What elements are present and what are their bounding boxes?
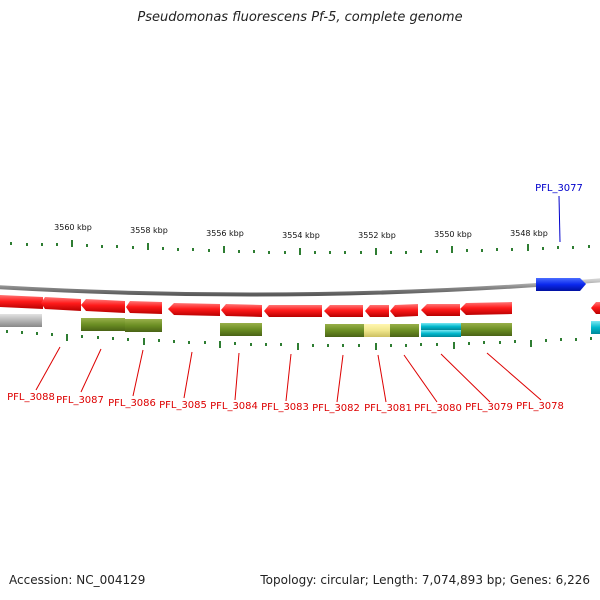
accession-text: Accession: NC_004129 bbox=[9, 573, 146, 587]
category-block-olive bbox=[81, 318, 125, 331]
reverse-gene-arrow[interactable] bbox=[460, 302, 512, 315]
kbp-label: 3550 kbp bbox=[434, 230, 472, 239]
category-block-olive bbox=[125, 319, 162, 332]
category-block-olive bbox=[220, 323, 262, 336]
forward-gene-arrow[interactable] bbox=[536, 278, 586, 291]
reverse-gene-arrow[interactable] bbox=[126, 301, 162, 314]
upper-tick-ruler bbox=[10, 240, 590, 255]
reverse-gene-arrow[interactable] bbox=[264, 305, 322, 317]
reverse-gene-arrow[interactable] bbox=[41, 297, 81, 311]
genome-backbone bbox=[0, 278, 600, 297]
reverse-gene-arrow[interactable] bbox=[365, 305, 389, 317]
gene-label[interactable]: PFL_3081 bbox=[364, 403, 412, 414]
reverse-gene-arrow[interactable] bbox=[221, 304, 262, 317]
kbp-label: 3560 kbp bbox=[54, 223, 92, 232]
reverse-gene-arrow[interactable] bbox=[421, 304, 460, 316]
category-block-olive bbox=[325, 324, 364, 337]
reverse-genes bbox=[0, 295, 600, 317]
gene-label[interactable]: PFL_3080 bbox=[414, 403, 462, 414]
category-block-cyan bbox=[591, 321, 600, 334]
gene-leader-lines bbox=[35, 346, 542, 403]
category-block-khaki bbox=[364, 324, 390, 337]
reverse-gene-arrow[interactable] bbox=[591, 302, 600, 314]
kbp-label: 3548 kbp bbox=[510, 229, 548, 238]
category-block-cyan bbox=[421, 330, 461, 337]
gene-label[interactable]: PFL_3086 bbox=[108, 398, 156, 409]
reverse-gene-arrow[interactable] bbox=[324, 305, 363, 317]
category-block-cyan bbox=[421, 323, 461, 330]
genome-summary-text: Topology: circular; Length: 7,074,893 bp… bbox=[260, 573, 590, 587]
gene-leader-line bbox=[558, 195, 561, 243]
gene-label[interactable]: PFL_3078 bbox=[516, 401, 564, 412]
gene-label[interactable]: PFL_3082 bbox=[312, 403, 360, 414]
lower-tick-ruler bbox=[6, 330, 592, 350]
reverse-gene-arrow[interactable] bbox=[390, 304, 418, 317]
gene-label[interactable]: PFL_3084 bbox=[210, 401, 258, 412]
map-title: Pseudomonas fluorescens Pf-5, complete g… bbox=[137, 10, 463, 25]
kbp-label: 3556 kbp bbox=[206, 229, 244, 238]
gene-labels: PFL_3078 PFL_3079 PFL_3080 PFL_3081 PFL_… bbox=[7, 392, 564, 414]
gene-label[interactable]: PFL_3079 bbox=[465, 402, 513, 413]
kbp-label: 3552 kbp bbox=[358, 231, 396, 240]
reverse-gene-arrow[interactable] bbox=[81, 299, 125, 313]
category-blocks bbox=[0, 314, 600, 337]
gene-label[interactable]: PFL_3087 bbox=[56, 395, 104, 406]
reverse-gene-arrow[interactable] bbox=[168, 303, 220, 316]
kbp-label: 3554 kbp bbox=[282, 231, 320, 240]
category-block-olive bbox=[461, 323, 512, 336]
gene-label[interactable]: PFL_3083 bbox=[261, 402, 309, 413]
kbp-label: 3558 kbp bbox=[130, 226, 168, 235]
gene-label[interactable]: PFL_3088 bbox=[7, 392, 55, 403]
category-block-olive bbox=[390, 324, 419, 337]
gene-label[interactable]: PFL_3085 bbox=[159, 400, 207, 411]
reverse-gene-arrow[interactable] bbox=[0, 295, 43, 309]
gene-label[interactable]: PFL_3077 bbox=[535, 183, 583, 194]
category-block-gray bbox=[0, 314, 42, 327]
